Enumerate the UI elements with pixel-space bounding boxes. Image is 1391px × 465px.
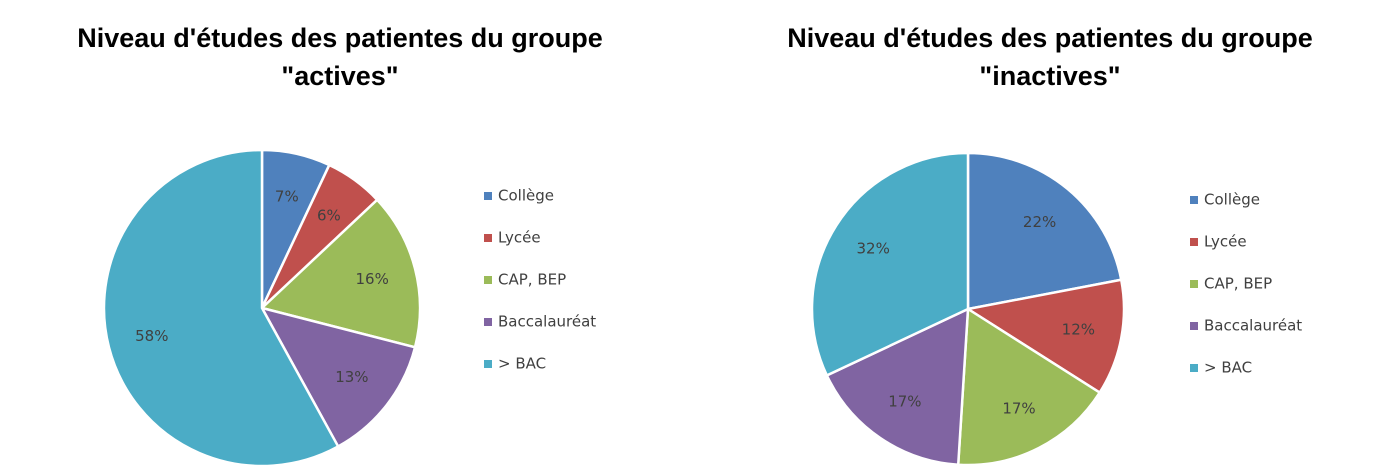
legend-label: > BAC	[498, 355, 546, 373]
data-label: 32%	[856, 239, 889, 257]
pie-slice	[259, 306, 417, 449]
legend-label: CAP, BEP	[498, 271, 566, 289]
legend-swatch	[1190, 280, 1198, 288]
data-label: 13%	[335, 368, 368, 386]
pie-slice	[102, 148, 340, 465]
data-label: 17%	[1002, 400, 1035, 418]
data-label: 22%	[1023, 213, 1056, 231]
legend-swatch	[484, 276, 492, 284]
chart-title: Niveau d'études des patientes du groupe	[77, 23, 603, 53]
pie-slice	[966, 151, 1123, 311]
data-label: 6%	[317, 206, 341, 224]
legend-swatch	[484, 192, 492, 200]
pie-slice	[259, 198, 422, 349]
legend-label: CAP, BEP	[1204, 275, 1272, 293]
pie-slice	[810, 151, 970, 378]
data-label: 12%	[1062, 321, 1095, 339]
legend-swatch	[484, 318, 492, 326]
legend-swatch	[1190, 322, 1198, 330]
legend-swatch	[484, 360, 492, 368]
pie-slice	[825, 306, 970, 465]
chart-title: "actives"	[281, 61, 398, 91]
pie-slice	[964, 278, 1126, 395]
legend-label: Collège	[498, 187, 554, 205]
legend-label: Baccalauréat	[498, 313, 596, 331]
data-label: 58%	[135, 327, 168, 345]
legend-swatch	[1190, 364, 1198, 372]
chart-title: Niveau d'études des patientes du groupe	[787, 23, 1313, 53]
legend-swatch	[484, 234, 492, 242]
legend-label: Lycée	[498, 229, 541, 247]
chart-title: "inactives"	[979, 61, 1120, 91]
legend-label: Collège	[1204, 191, 1260, 209]
data-label: 7%	[275, 187, 299, 205]
data-label: 16%	[356, 270, 389, 288]
legend-label: Baccalauréat	[1204, 317, 1302, 335]
data-label: 17%	[888, 392, 921, 410]
legend-label: > BAC	[1204, 359, 1252, 377]
legend-label: Lycée	[1204, 233, 1247, 251]
legend-swatch	[1190, 196, 1198, 204]
legend-swatch	[1190, 238, 1198, 246]
